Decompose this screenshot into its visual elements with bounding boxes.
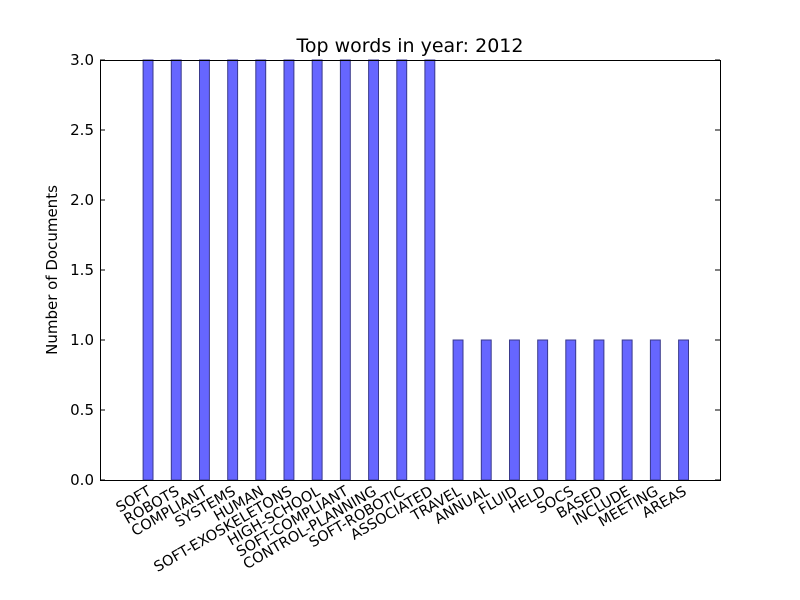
y-axis: 0.0 0.5 1.0 1.5 2.0 2.5 3.0 [70,51,720,489]
y-tick-label: 3.0 [70,51,94,69]
bar-soft-exoskeletons [283,59,295,481]
bar-associated [424,59,436,481]
bar-meeting [649,339,661,481]
y-tick-label: 0.0 [70,471,94,489]
bar-compliant [199,59,210,481]
bar-held [537,339,549,481]
bar-areas [678,339,689,481]
bar-soft-compliant [339,59,351,481]
bar-include [621,339,633,481]
y-tick-label: 2.5 [70,121,94,139]
y-tick-label: 2.0 [70,191,94,209]
chart-title: Top words in year: 2012 [296,35,524,57]
y-tick-label: 1.0 [70,331,94,349]
bar-high-school [311,59,323,481]
bar-socs [565,339,577,481]
bar-robots [170,59,182,481]
bar-soft [142,59,154,481]
y-tick-label: 0.5 [70,401,94,419]
bar-soft-robotic [396,59,408,481]
bar-based [593,339,605,481]
bar-annual [480,339,492,481]
bar-human [255,59,267,481]
y-tick-label: 1.5 [70,261,94,279]
bar-fluid [509,339,520,481]
bar-travel [452,339,464,481]
bar-systems [227,59,239,481]
bar-control-planning [368,59,380,481]
y-axis-label: Number of Documents [43,185,61,355]
